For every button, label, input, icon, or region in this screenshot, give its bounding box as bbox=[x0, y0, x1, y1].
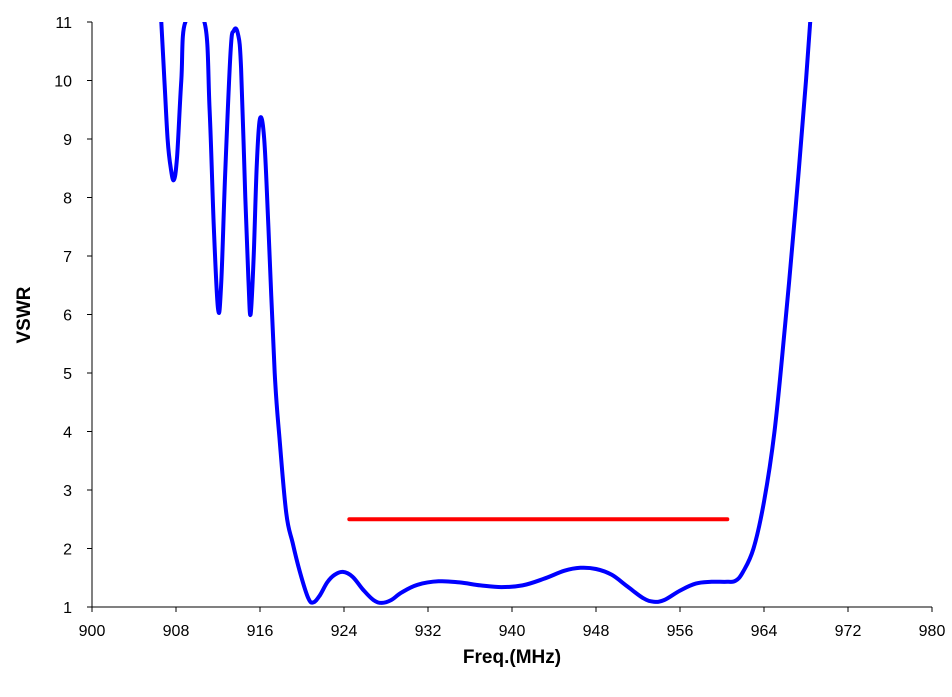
x-tick-label: 972 bbox=[835, 623, 862, 640]
y-tick-label: 7 bbox=[63, 249, 72, 266]
y-tick-label: 5 bbox=[63, 366, 72, 383]
y-tick-label: 4 bbox=[63, 425, 72, 442]
tick-marks bbox=[87, 21, 933, 612]
y-tick-label: 10 bbox=[54, 74, 72, 91]
x-tick-label: 948 bbox=[583, 623, 610, 640]
x-tick-label: 924 bbox=[331, 623, 358, 640]
y-tick-label: 11 bbox=[55, 15, 72, 32]
y-axis-title: VSWR bbox=[14, 286, 35, 343]
x-tick-label: 932 bbox=[415, 623, 442, 640]
y-tick-label: 8 bbox=[63, 191, 72, 208]
y-tick-label: 2 bbox=[63, 542, 72, 559]
y-tick-label: 3 bbox=[63, 483, 72, 500]
y-tick-labels: 1 2 3 4 5 6 7 8 9 10 11 bbox=[54, 15, 72, 617]
x-axis-title: Freq.(MHz) bbox=[463, 647, 561, 668]
series-layer bbox=[159, 22, 813, 605]
x-tick-label: 916 bbox=[247, 623, 274, 640]
x-tick-label: 940 bbox=[499, 623, 526, 640]
x-tick-label: 980 bbox=[919, 623, 946, 640]
vswr-curve bbox=[159, 22, 813, 605]
y-tick-label: 9 bbox=[63, 132, 72, 149]
x-tick-label: 956 bbox=[667, 623, 694, 640]
x-tick-label: 900 bbox=[79, 623, 106, 640]
y-tick-label: 1 bbox=[63, 600, 72, 617]
x-tick-labels: 900 908 916 924 932 940 948 956 964 972 980 bbox=[79, 623, 946, 640]
x-tick-label: 964 bbox=[751, 623, 778, 640]
y-tick-label: 6 bbox=[63, 308, 72, 325]
x-tick-label: 908 bbox=[163, 623, 190, 640]
